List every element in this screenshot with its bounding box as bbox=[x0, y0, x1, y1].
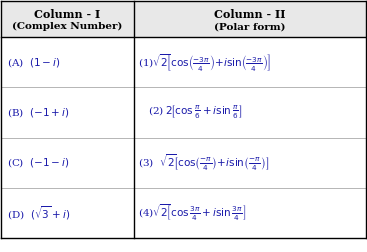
Text: (C)  $(-1-i)$: (C) $(-1-i)$ bbox=[7, 156, 70, 169]
Text: (1)$\sqrt{2}\!\left[\cos\!\left(\frac{-3\pi}{4}\right)\!+\!i\sin\!\left(\frac{-3: (1)$\sqrt{2}\!\left[\cos\!\left(\frac{-3… bbox=[138, 52, 272, 73]
Text: (4)$\sqrt{2}\!\left[\cos\frac{3\pi}{4}+i\sin\frac{3\pi}{4}\right]$: (4)$\sqrt{2}\!\left[\cos\frac{3\pi}{4}+i… bbox=[138, 203, 247, 223]
Text: (B)  $(-1+i)$: (B) $(-1+i)$ bbox=[7, 106, 69, 119]
Text: Column - II: Column - II bbox=[214, 9, 286, 20]
Text: (Polar form): (Polar form) bbox=[214, 22, 286, 32]
Bar bbox=[1, 1, 366, 37]
Text: (3)  $\sqrt{2}\!\left[\cos\!\left(\frac{-\pi}{4}\right)\!+\!i\sin\!\left(\frac{-: (3) $\sqrt{2}\!\left[\cos\!\left(\frac{-… bbox=[138, 152, 269, 173]
Text: (Complex Number): (Complex Number) bbox=[12, 22, 123, 32]
Text: (A)  $(1-i)$: (A) $(1-i)$ bbox=[7, 56, 61, 69]
Text: (2) $2\!\left[\cos\frac{\pi}{6}+i\sin\frac{\pi}{6}\right]$: (2) $2\!\left[\cos\frac{\pi}{6}+i\sin\fr… bbox=[148, 104, 243, 121]
Text: Column - I: Column - I bbox=[34, 9, 101, 20]
Text: (D)  $(\sqrt{3}+i)$: (D) $(\sqrt{3}+i)$ bbox=[7, 204, 70, 222]
